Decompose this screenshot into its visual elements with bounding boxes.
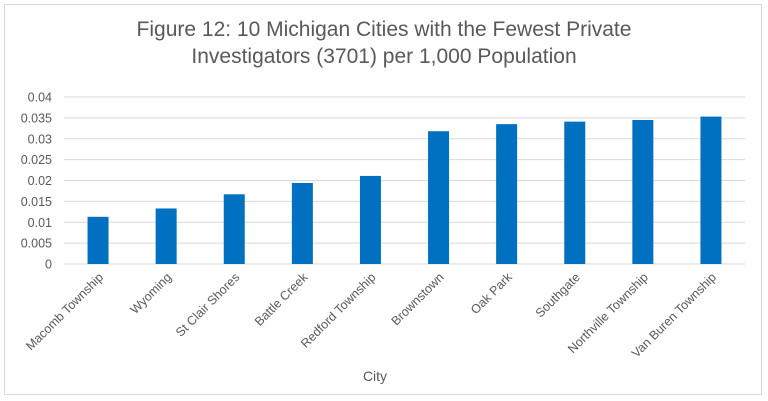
bar — [700, 116, 722, 264]
chart-title-line-2: Investigators (3701) per 1,000 Populatio… — [191, 45, 577, 68]
y-tick-label: 0.025 — [21, 153, 52, 167]
y-tick-label: 0 — [45, 258, 52, 272]
x-tick-label: Battle Creek — [252, 270, 311, 329]
y-tick-label: 0.03 — [28, 132, 52, 146]
bar — [155, 208, 177, 264]
bar — [564, 121, 586, 264]
bar — [359, 175, 381, 264]
y-tick-label: 0.02 — [28, 174, 52, 188]
chart-title: Figure 12: 10 Michigan Cities with the F… — [0, 16, 768, 70]
x-tick-label: St Clair Shores — [173, 270, 242, 339]
y-tick-label: 0.015 — [21, 195, 52, 209]
bar — [223, 194, 245, 264]
bar — [87, 216, 109, 264]
bar — [291, 183, 313, 264]
x-tick-label: Brownstown — [389, 270, 447, 328]
bars — [87, 116, 722, 265]
bar — [428, 131, 450, 264]
y-tick-label: 0.005 — [21, 237, 52, 251]
x-tick-label: Wyoming — [128, 270, 175, 317]
chart-title-line-1: Figure 12: 10 Michigan Cities with the F… — [136, 18, 632, 41]
x-tick-label: Oak Park — [468, 270, 515, 317]
gridlines — [64, 96, 745, 265]
y-tick-label: 0.01 — [28, 216, 52, 230]
y-axis-ticks: 0 0.005 0.01 0.015 0.02 0.025 0.03 0.035 0.04 — [21, 91, 52, 272]
x-tick-label: Redford Township — [298, 270, 379, 351]
x-tick-label: Southgate — [533, 270, 583, 320]
x-tick-label: Macomb Township — [23, 270, 106, 353]
y-tick-label: 0.04 — [28, 91, 52, 105]
bar — [632, 119, 654, 265]
y-tick-label: 0.035 — [21, 111, 52, 125]
bar — [496, 124, 518, 264]
x-axis-title: City — [363, 368, 387, 384]
